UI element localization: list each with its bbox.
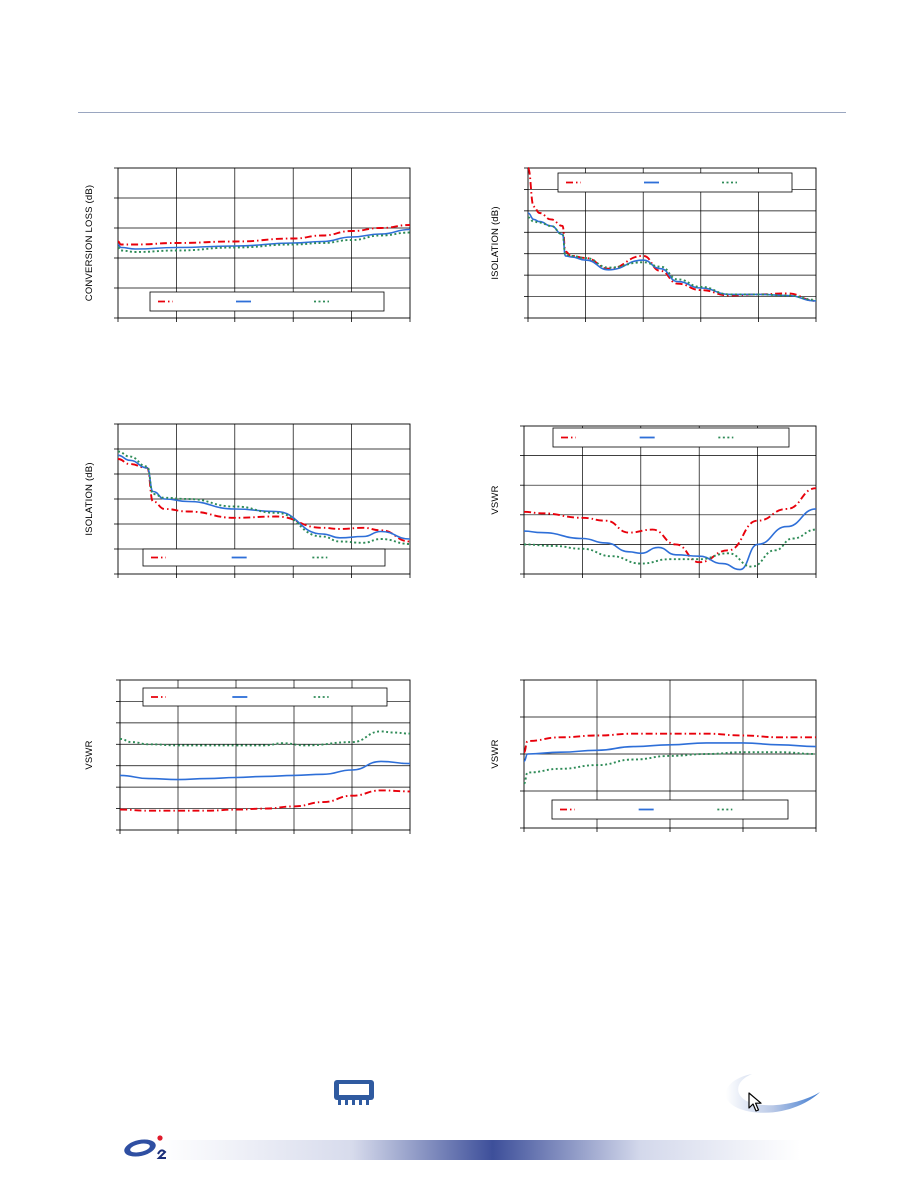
legend: [142, 687, 388, 707]
series-line-1: [117, 458, 411, 543]
y-axis-label: ISOLATION (dB): [84, 462, 95, 535]
series-line-2: [523, 742, 817, 763]
series-line-2: [117, 228, 411, 250]
series-line-1: [523, 732, 817, 754]
series-line-2: [527, 212, 817, 302]
legend-box: [142, 687, 388, 707]
plot-frame: [117, 167, 411, 319]
gridlines: [118, 168, 410, 318]
series-line-2: [117, 454, 411, 540]
chip-package-icon: [334, 1080, 374, 1105]
y-axis-label: ISOLATION (dB): [490, 206, 501, 279]
isolation-chart-top-right: ISOLATION (dB): [486, 166, 817, 327]
series-line-3: [523, 751, 817, 785]
vswr-chart-bottom-right: VSWR: [486, 678, 817, 839]
y-axis-label: VSWR: [490, 485, 501, 514]
plot-frame: [523, 425, 817, 575]
footer-band: [160, 1140, 800, 1160]
y-axis-label: VSWR: [84, 740, 95, 769]
swoosh-logo-icon: [725, 1074, 820, 1113]
chart-svg: ISOLATION (dB): [490, 167, 817, 322]
series-line-1: [527, 167, 817, 302]
series-line-3: [119, 730, 411, 747]
legend-box: [551, 799, 789, 820]
plot-frame: [119, 679, 411, 831]
series-line-2: [523, 508, 817, 571]
chart-svg: VSWR: [490, 425, 817, 578]
legend-box: [552, 427, 790, 448]
legend: [551, 799, 789, 820]
mouse-pointer-icon: [748, 1092, 762, 1112]
series-line-1: [523, 487, 817, 564]
legend-box: [149, 291, 385, 312]
plot-frame: [527, 167, 817, 319]
series-line-1: [117, 224, 411, 246]
vswr-chart-middle-right: VSWR: [486, 424, 817, 585]
brand-logo-icon: [124, 1135, 167, 1159]
y-axis-label: CONVERSION LOSS (dB): [84, 185, 95, 301]
series-line-2: [119, 760, 411, 781]
legend-box: [557, 172, 793, 193]
legend-box: [142, 548, 386, 567]
chart-svg: CONVERSION LOSS (dB): [84, 167, 411, 322]
series-line-3: [523, 528, 817, 568]
series-line-3: [117, 450, 411, 545]
chart-svg: ISOLATION (dB): [84, 423, 411, 578]
gridlines: [524, 426, 816, 574]
header-rule: [78, 112, 846, 113]
chart-svg: VSWR: [490, 679, 817, 832]
series-line-3: [527, 216, 817, 301]
legend: [557, 172, 793, 193]
vswr-chart-bottom-left: VSWR: [80, 678, 411, 839]
legend: [149, 291, 385, 312]
y-axis-label: VSWR: [490, 739, 501, 768]
chart-svg: VSWR: [84, 679, 411, 834]
legend: [552, 427, 790, 448]
isolation-chart-middle-left: ISOLATION (dB): [80, 422, 411, 583]
legend: [142, 548, 386, 567]
series-line-1: [119, 789, 411, 812]
conversion-loss-chart: CONVERSION LOSS (dB): [80, 166, 411, 327]
